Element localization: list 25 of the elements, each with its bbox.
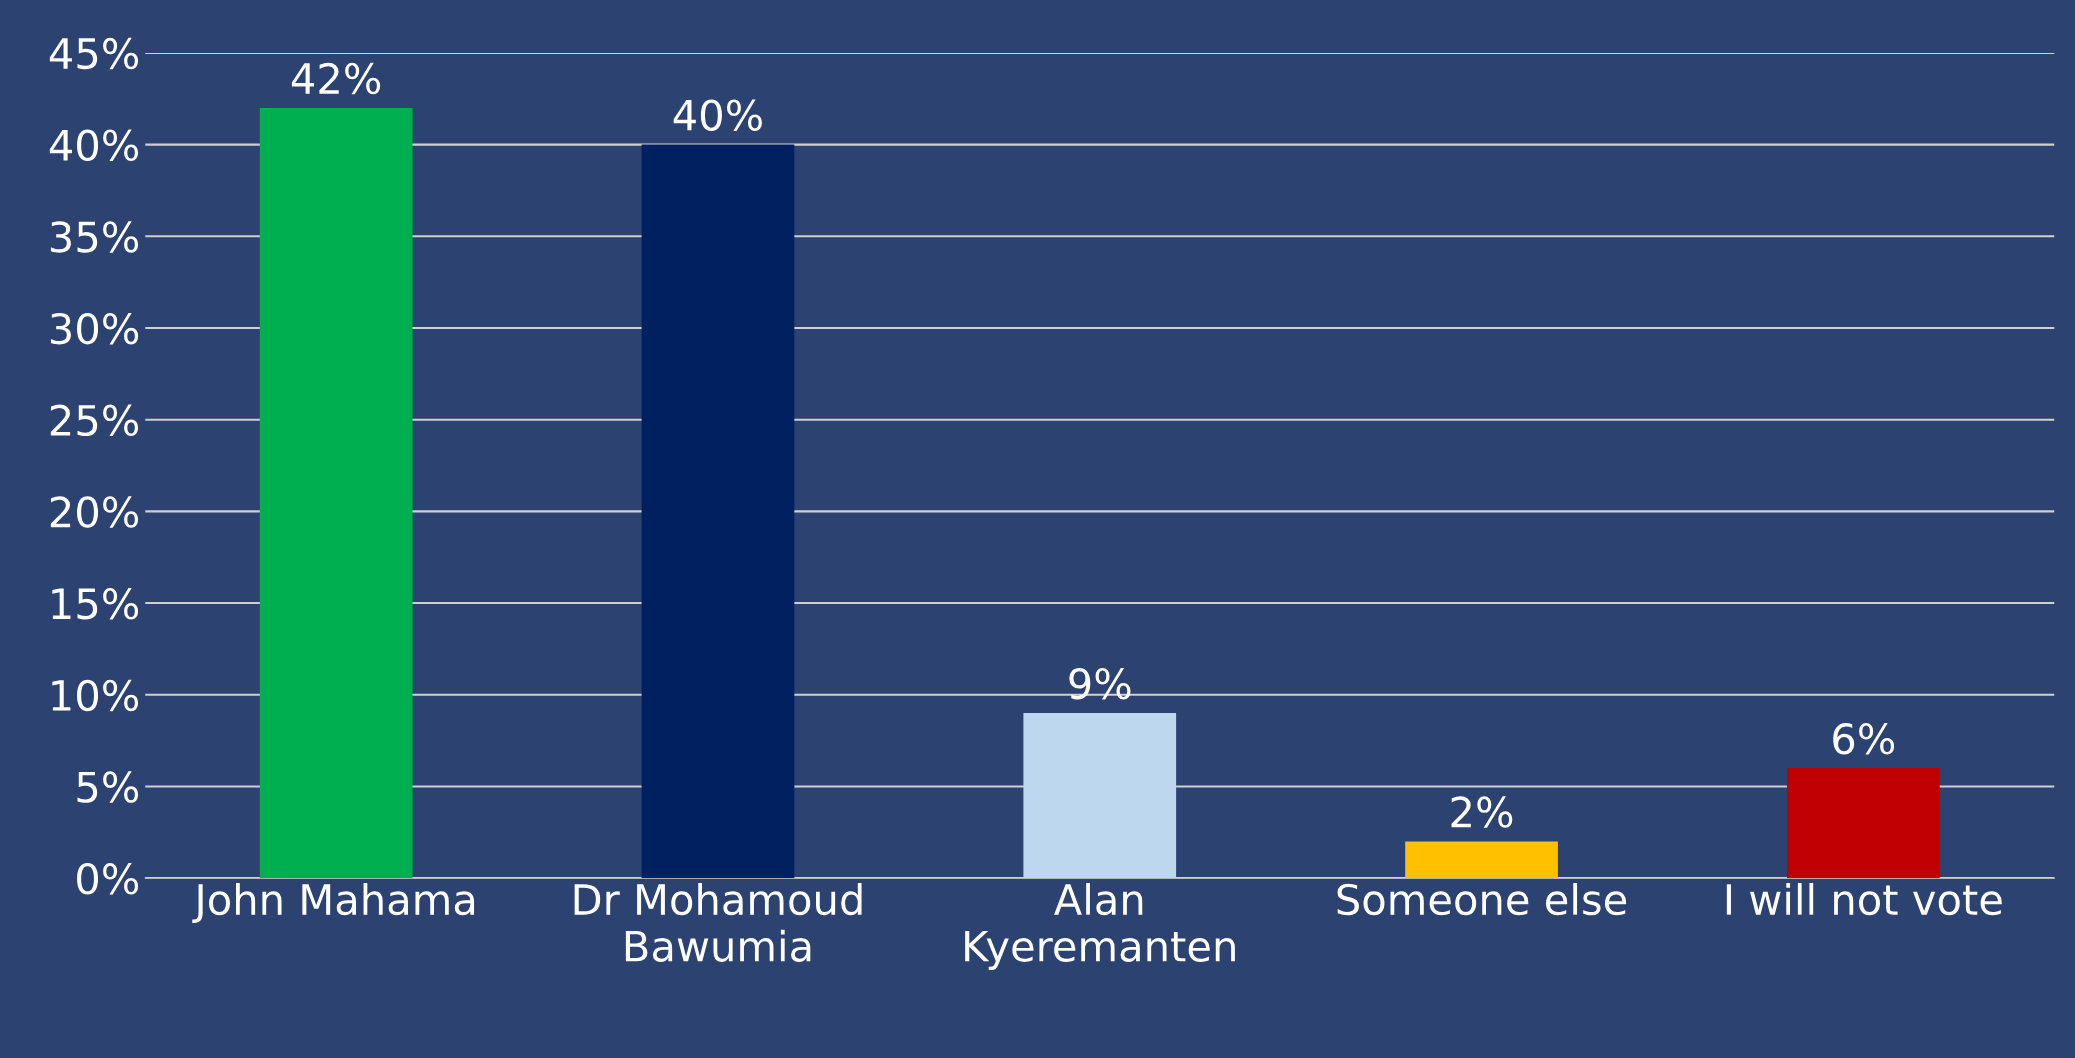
- x-tick-label: John Mahama: [192, 883, 475, 923]
- y-tick-label: 25%: [50, 404, 139, 437]
- data-label: 9%: [1069, 667, 1131, 700]
- data-label: 42%: [291, 62, 381, 95]
- data-label: 6%: [1833, 722, 1895, 755]
- bar: [1786, 768, 1940, 879]
- data-label: 40%: [673, 99, 762, 131]
- y-tick-label: 45%: [49, 37, 139, 70]
- x-tick-label: I will not vote: [1726, 883, 2002, 916]
- y-tick-label: 40%: [49, 129, 139, 162]
- bar: [259, 107, 413, 879]
- y-tick-label: 5%: [77, 771, 139, 803]
- x-tick-label: Alan Kyeremanten: [965, 883, 1235, 970]
- x-tick-label: Dr Mohamoud Bawumia: [574, 883, 862, 962]
- y-tick-label: 10%: [52, 679, 139, 712]
- bar: [1023, 713, 1177, 879]
- y-tick-label: 0%: [77, 863, 139, 895]
- x-tick-label: Someone else: [1337, 883, 1627, 916]
- y-tick-label: 20%: [50, 496, 139, 528]
- bar: [1405, 841, 1558, 879]
- y-tick-label: 35%: [50, 221, 139, 253]
- y-tick-label: 15%: [52, 587, 139, 620]
- y-tick-label: 30%: [50, 312, 139, 345]
- bar: [641, 144, 795, 879]
- data-label: 2%: [1451, 796, 1513, 828]
